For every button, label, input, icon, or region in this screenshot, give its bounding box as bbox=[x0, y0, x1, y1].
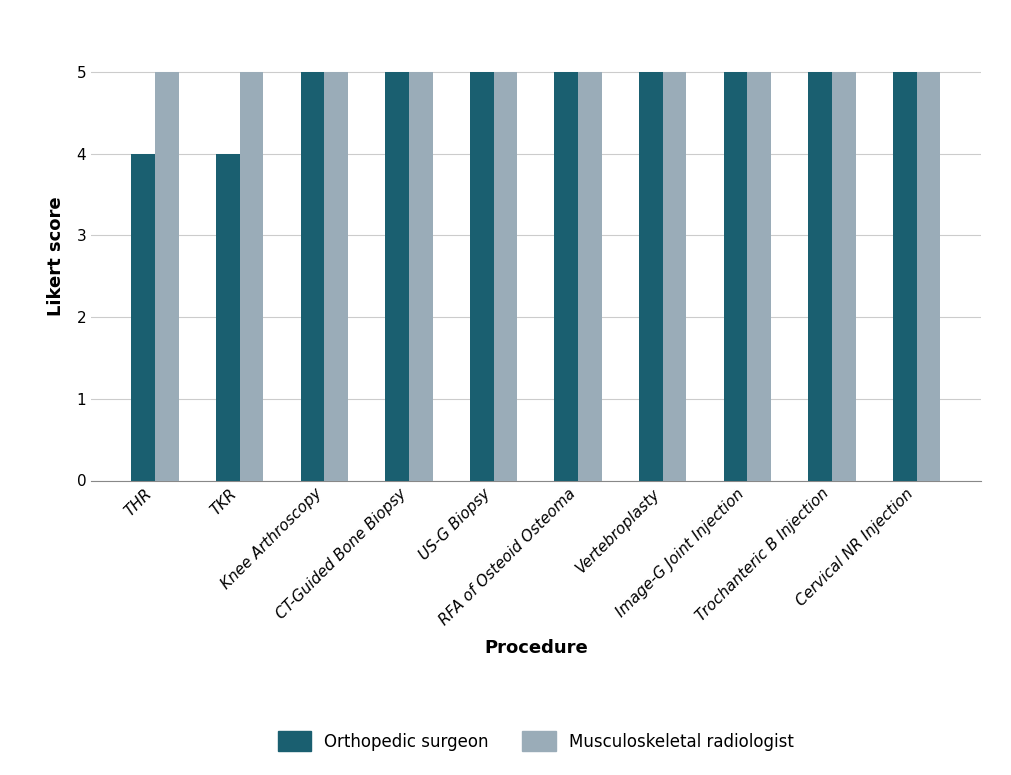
Bar bbox=[300, 72, 325, 480]
Bar bbox=[216, 153, 240, 480]
Bar bbox=[493, 72, 518, 480]
Bar bbox=[893, 72, 917, 480]
Bar bbox=[747, 72, 771, 480]
Bar bbox=[917, 72, 940, 480]
Legend: Orthopedic surgeon, Musculoskeletal radiologist: Orthopedic surgeon, Musculoskeletal radi… bbox=[270, 722, 802, 760]
Bar bbox=[663, 72, 686, 480]
Bar bbox=[408, 72, 433, 480]
Bar bbox=[325, 72, 348, 480]
Bar bbox=[724, 72, 747, 480]
Bar bbox=[240, 72, 264, 480]
Bar bbox=[639, 72, 663, 480]
Bar bbox=[131, 153, 155, 480]
Bar bbox=[470, 72, 493, 480]
Bar bbox=[385, 72, 408, 480]
Y-axis label: Likert score: Likert score bbox=[48, 196, 66, 315]
Bar bbox=[832, 72, 855, 480]
Bar bbox=[808, 72, 832, 480]
X-axis label: Procedure: Procedure bbox=[484, 639, 587, 657]
Bar bbox=[155, 72, 179, 480]
Bar bbox=[554, 72, 578, 480]
Bar bbox=[578, 72, 602, 480]
